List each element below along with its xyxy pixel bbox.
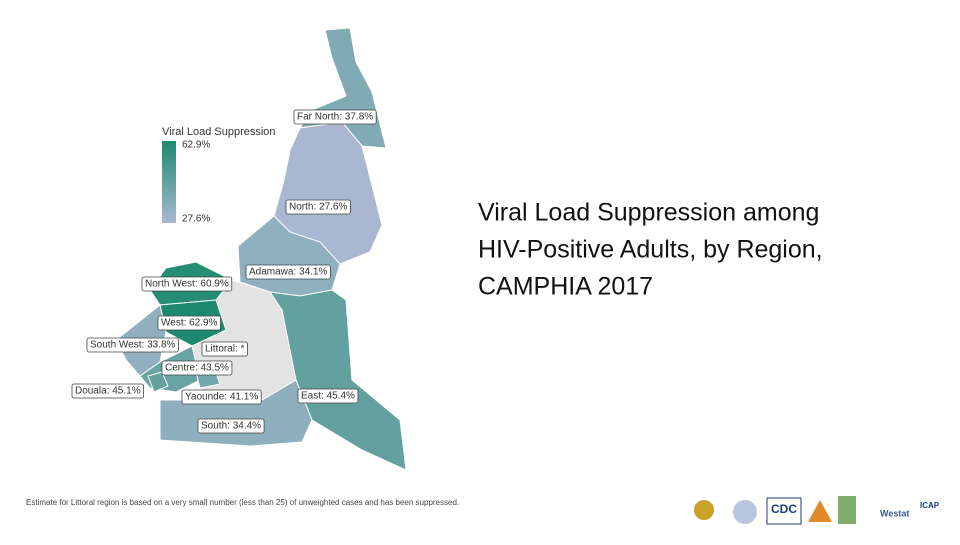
region-label: North West: 60.9% [145, 279, 229, 290]
region-label: East: 45.4% [301, 391, 355, 402]
legend-min: 27.6% [182, 214, 210, 225]
legend-gradient [162, 141, 176, 223]
region-label: Adamawa: 34.1% [249, 267, 327, 278]
logo-text: ICAP [920, 501, 940, 510]
legend-title: Viral Load Suppression [162, 126, 276, 138]
region-label: Douala: 45.1% [75, 386, 141, 397]
logo [838, 496, 856, 524]
logo [808, 500, 832, 522]
label-box [245, 264, 331, 280]
label-box [285, 199, 351, 215]
labels: Far North: 37.8% North: 27.6% Adamawa: 34.… [71, 109, 377, 434]
logo-text: CDC [771, 502, 797, 516]
label-box [201, 341, 248, 357]
logo [733, 500, 757, 524]
region-label: South: 34.4% [201, 421, 261, 432]
logo [766, 497, 802, 525]
title-line: HIV-Positive Adults, by Region, [478, 236, 823, 264]
title-line: CAMPHIA 2017 [478, 273, 653, 301]
region [147, 371, 169, 393]
logo [694, 500, 714, 520]
label-box [157, 315, 221, 331]
label-box [141, 276, 233, 292]
label-box [181, 389, 262, 405]
region-label: North: 27.6% [289, 202, 347, 213]
region-label: South West: 33.8% [90, 340, 176, 351]
label-box [197, 418, 265, 434]
logos: CDC Westat ICAP [694, 496, 940, 525]
region-label: Yaounde: 41.1% [185, 392, 258, 403]
label-box [161, 360, 233, 376]
label-box [71, 383, 145, 399]
logo-text: Westat [880, 508, 909, 518]
region-label: Far North: 37.8% [297, 112, 373, 123]
title-line: Viral Load Suppression among [478, 199, 819, 227]
label-box [293, 109, 377, 125]
region-label: West: 62.9% [161, 318, 218, 329]
region-label: Centre: 43.5% [165, 363, 229, 374]
region-label: Littoral: * [205, 344, 245, 355]
label-box [297, 388, 359, 404]
legend-max: 62.9% [182, 140, 210, 151]
footnote: Estimate for Littoral region is based on… [26, 498, 459, 507]
label-box [86, 337, 179, 353]
